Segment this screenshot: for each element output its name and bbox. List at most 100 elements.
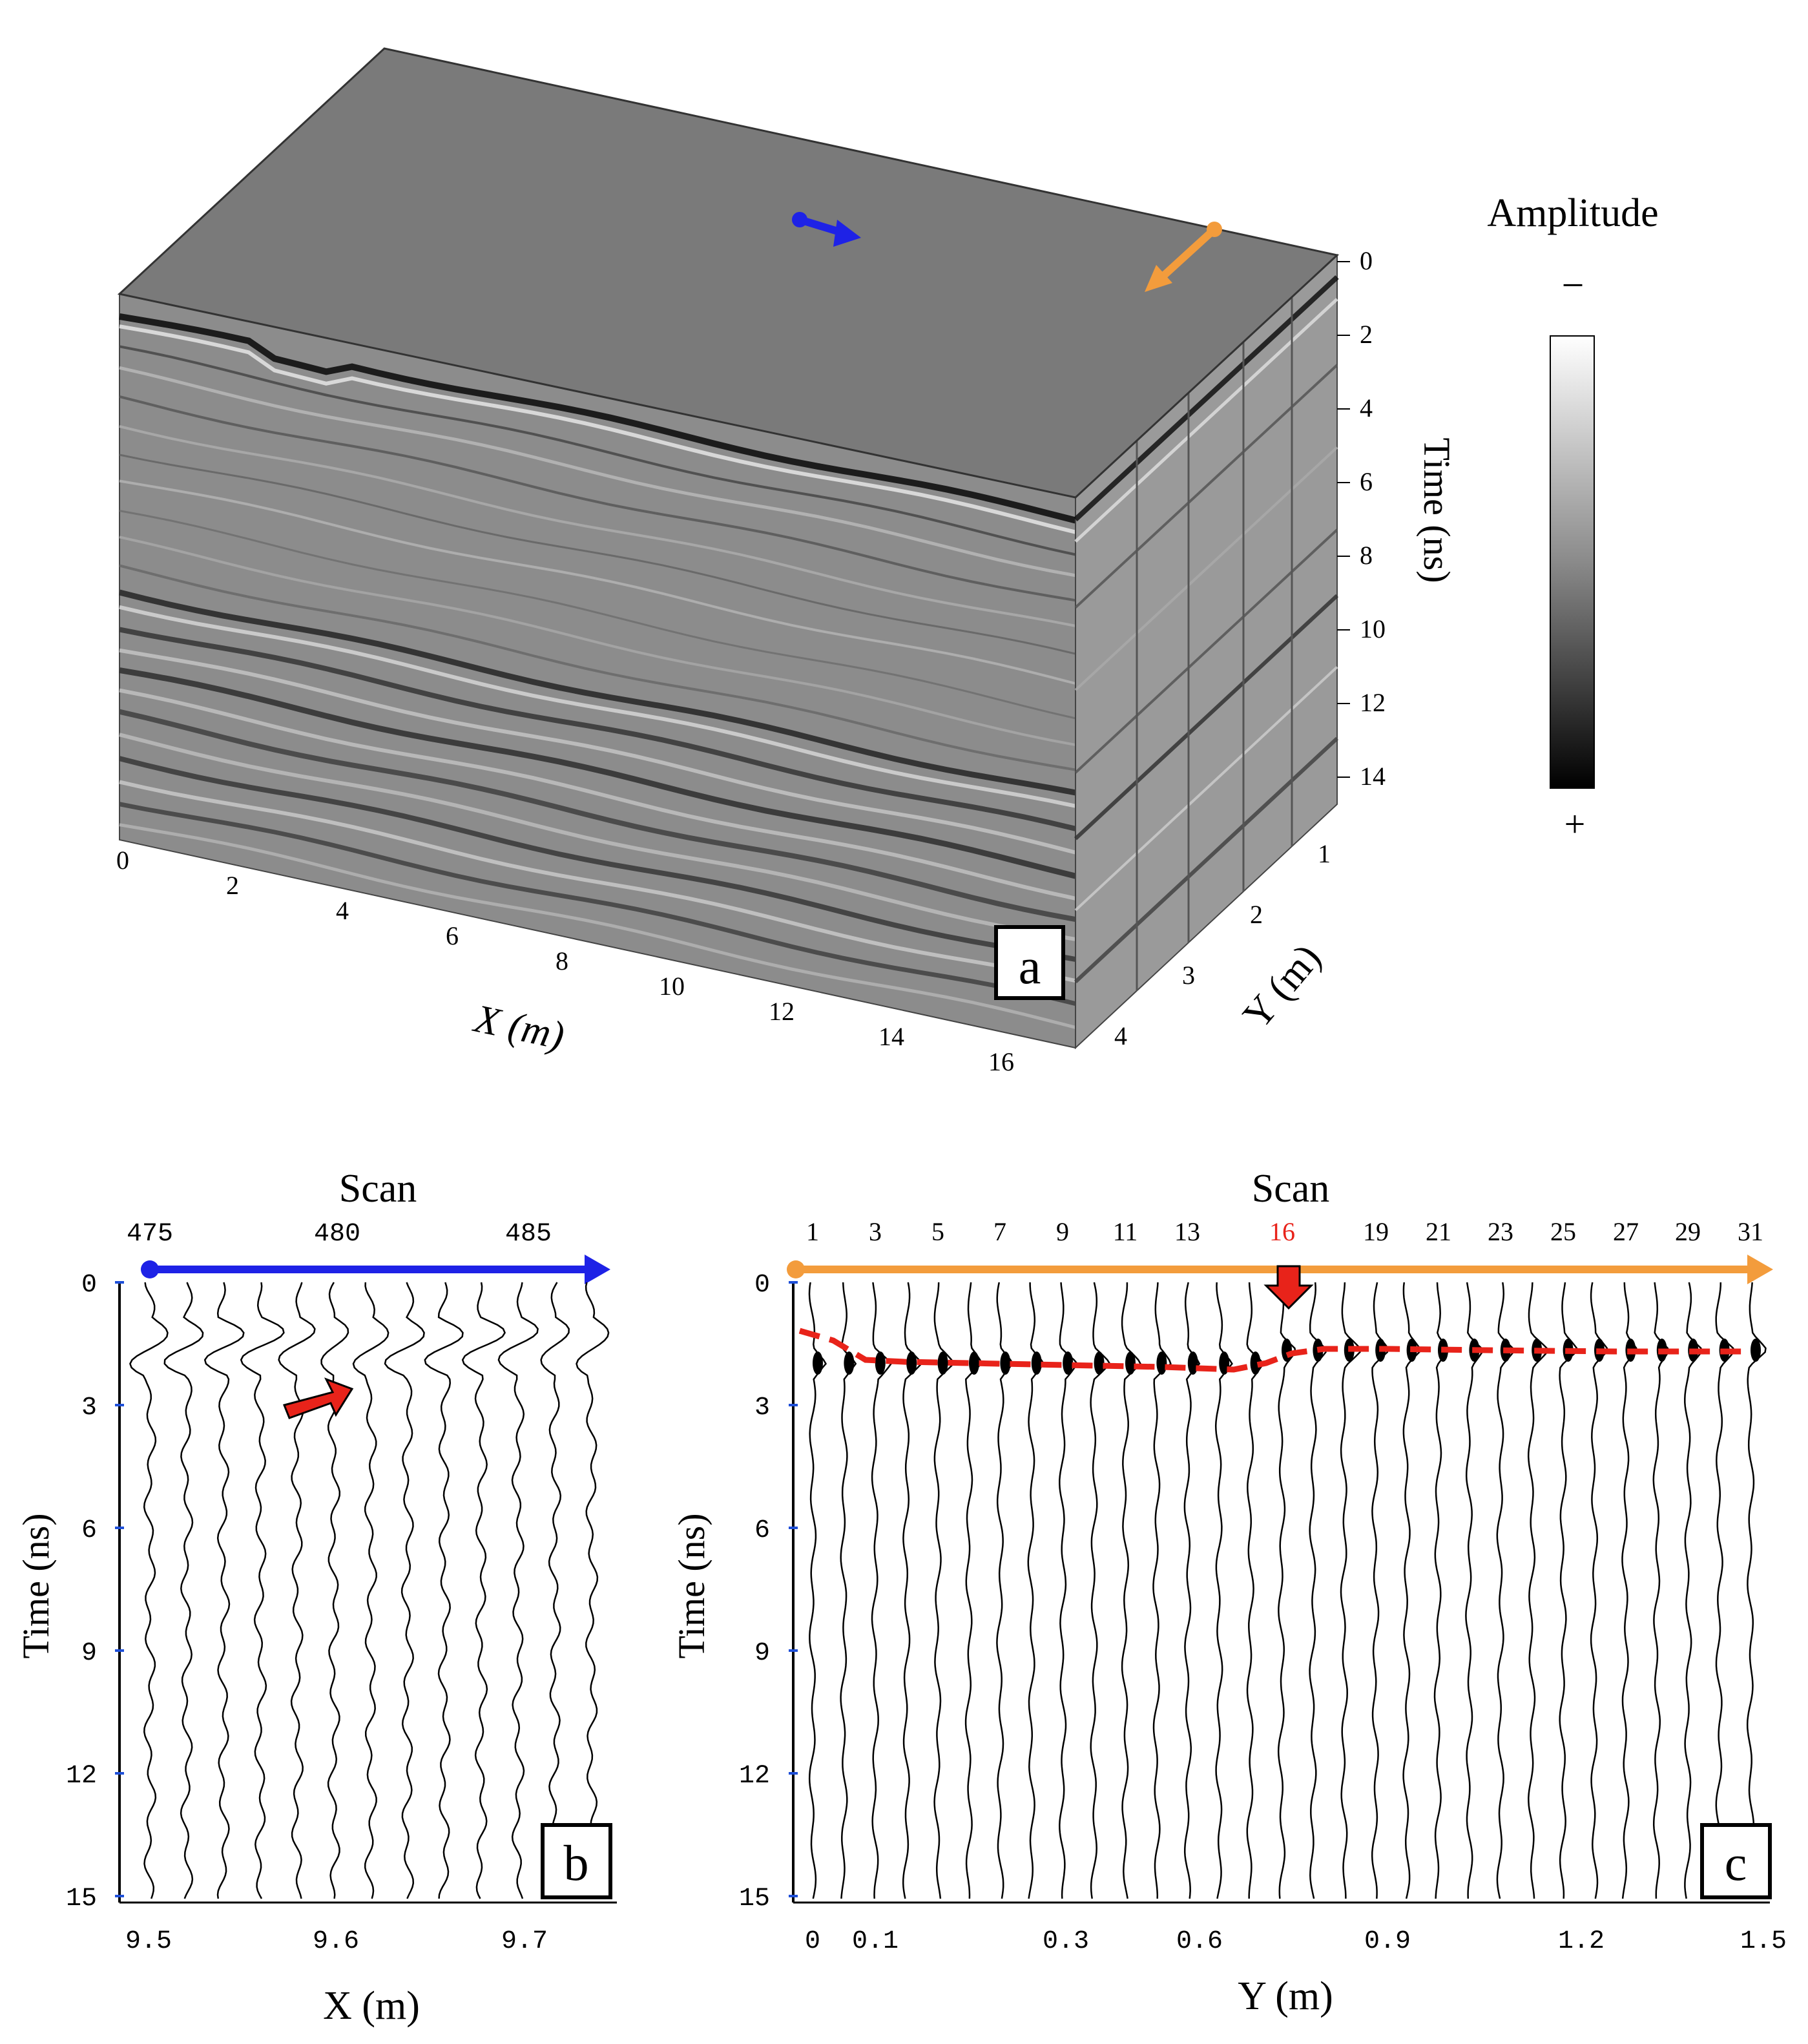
trace bbox=[1496, 1282, 1515, 1899]
trace bbox=[540, 1282, 570, 1899]
scan-tick-label: 480 bbox=[314, 1220, 360, 1249]
x-ticks: 0 0.1 0.3 0.6 0.9 1.2 1.5 bbox=[805, 1927, 1787, 1956]
panel-c: Scan 1 3 5 7 9 11 13 16 19 21 23 25 27 29 31 03691215 … bbox=[670, 1167, 1787, 2018]
trace bbox=[1309, 1282, 1327, 1899]
trace bbox=[871, 1282, 893, 1899]
trace bbox=[808, 1282, 827, 1899]
trace-peak bbox=[906, 1351, 917, 1375]
trace bbox=[902, 1282, 922, 1899]
panel-b-label: b bbox=[564, 1835, 589, 1891]
y-tick-label: 2 bbox=[1250, 900, 1263, 929]
trace bbox=[576, 1282, 610, 1899]
trace bbox=[933, 1282, 955, 1899]
trace-peak bbox=[1219, 1351, 1230, 1375]
y-tick-label: 1 bbox=[1318, 839, 1331, 868]
trace-peak bbox=[813, 1351, 823, 1375]
time-tick-label: 6 bbox=[1360, 467, 1373, 496]
trace bbox=[1027, 1282, 1045, 1899]
trace bbox=[840, 1282, 857, 1899]
legend-max-sign: + bbox=[1564, 803, 1586, 845]
x-tick-label: 16 bbox=[988, 1047, 1014, 1076]
red-dashed-interface bbox=[798, 1328, 1744, 1373]
x-tick-label: 10 bbox=[659, 972, 685, 1001]
panel-a-label: a bbox=[1019, 938, 1041, 994]
x-tick-label: 1.5 bbox=[1740, 1927, 1787, 1956]
trace bbox=[1465, 1282, 1484, 1899]
amplitude-colorbar bbox=[1550, 335, 1595, 789]
legend-min-sign: − bbox=[1562, 264, 1585, 308]
trace bbox=[1527, 1282, 1548, 1899]
x-tick-label: 1.2 bbox=[1558, 1927, 1605, 1956]
trace bbox=[320, 1282, 349, 1899]
trace-peak bbox=[1094, 1351, 1105, 1375]
time-tick-label: 15 bbox=[739, 1884, 770, 1914]
time-tick-label: 8 bbox=[1360, 541, 1373, 570]
time-tick-label: 3 bbox=[754, 1393, 770, 1423]
scan-tick-label: 5 bbox=[931, 1217, 944, 1246]
x-tick-label: 0.3 bbox=[1043, 1927, 1089, 1956]
x-tick-label: 9.7 bbox=[501, 1927, 548, 1956]
time-tick-label: 14 bbox=[1360, 762, 1386, 791]
trace bbox=[1371, 1282, 1389, 1899]
wiggle-traces bbox=[129, 1282, 610, 1899]
trace bbox=[1590, 1282, 1608, 1899]
time-tick-label: 0 bbox=[754, 1271, 770, 1300]
trace bbox=[352, 1282, 390, 1899]
panel-c-y-axis-title: Time (ns) bbox=[670, 1513, 712, 1658]
trace-peak bbox=[1282, 1339, 1292, 1362]
trace-peak bbox=[1751, 1339, 1761, 1362]
trace-peak bbox=[875, 1351, 886, 1375]
x-tick-label: 14 bbox=[878, 1022, 904, 1051]
time-tick-label: 9 bbox=[754, 1639, 770, 1668]
scan-tick-label: 11 bbox=[1113, 1217, 1138, 1246]
trace bbox=[1090, 1282, 1111, 1899]
panel-b: Scan 475 480 485 0 3 6 9 12 15 9.5 9.6 9.7 Time (… bbox=[15, 1167, 617, 2028]
blue-profile-arrow bbox=[792, 212, 861, 247]
scan-tick-label: 23 bbox=[1488, 1217, 1513, 1246]
y-tick-label: 3 bbox=[1182, 961, 1195, 990]
time-tick-label: 3 bbox=[81, 1393, 97, 1423]
time-tick-label: 0 bbox=[81, 1271, 97, 1300]
scan-tick-label: 3 bbox=[869, 1217, 882, 1246]
scan-tick-label: 21 bbox=[1426, 1217, 1451, 1246]
trace bbox=[1715, 1282, 1735, 1899]
y-tick-label: 4 bbox=[1114, 1021, 1127, 1050]
time-tick-label: 6 bbox=[754, 1516, 770, 1545]
trace-peak bbox=[1156, 1351, 1167, 1375]
time-tick-label: 12 bbox=[1360, 688, 1386, 717]
trace-peak bbox=[1125, 1351, 1136, 1375]
scan-tick-label: 13 bbox=[1174, 1217, 1200, 1246]
x-tick-label: 0.6 bbox=[1176, 1927, 1223, 1956]
scan-tick-label: 29 bbox=[1675, 1217, 1701, 1246]
panel-c-label-box bbox=[1700, 1823, 1772, 1899]
trace bbox=[996, 1282, 1014, 1899]
wiggle-traces bbox=[808, 1282, 1767, 1899]
trace bbox=[1183, 1282, 1201, 1899]
panel-c-label: c bbox=[1725, 1835, 1747, 1891]
trace bbox=[964, 1282, 982, 1899]
scan-tick-label: 19 bbox=[1363, 1217, 1389, 1246]
trace bbox=[203, 1282, 245, 1899]
trace-peak bbox=[1000, 1351, 1011, 1375]
time-axis-title: Time (ns) bbox=[1416, 437, 1458, 583]
red-pointer-arrow bbox=[282, 1377, 354, 1419]
trace bbox=[1684, 1282, 1703, 1899]
x-tick-label: 9.6 bbox=[313, 1927, 359, 1956]
trace bbox=[1277, 1282, 1296, 1899]
time-tick-label: 12 bbox=[739, 1762, 770, 1791]
y-axis-title: Y (m) bbox=[1234, 936, 1329, 1038]
trace bbox=[1152, 1282, 1172, 1899]
top-face bbox=[117, 47, 1340, 499]
x-tick-label: 12 bbox=[769, 997, 795, 1026]
x-tick-label: 8 bbox=[556, 946, 568, 975]
time-ticks: 0 3 6 9 12 15 bbox=[739, 1271, 798, 1914]
x-tick-label: 4 bbox=[336, 896, 349, 925]
trace bbox=[1214, 1282, 1233, 1899]
x-tick-label: 0 bbox=[805, 1927, 820, 1956]
radargram-bands bbox=[118, 313, 1077, 1029]
x-tick-label: 0.1 bbox=[852, 1927, 899, 1956]
trace-peak bbox=[844, 1351, 855, 1375]
orange-profile-arrow bbox=[1145, 222, 1222, 292]
time-ticks: 0 3 6 9 12 15 bbox=[66, 1271, 124, 1914]
trace bbox=[1433, 1282, 1449, 1899]
